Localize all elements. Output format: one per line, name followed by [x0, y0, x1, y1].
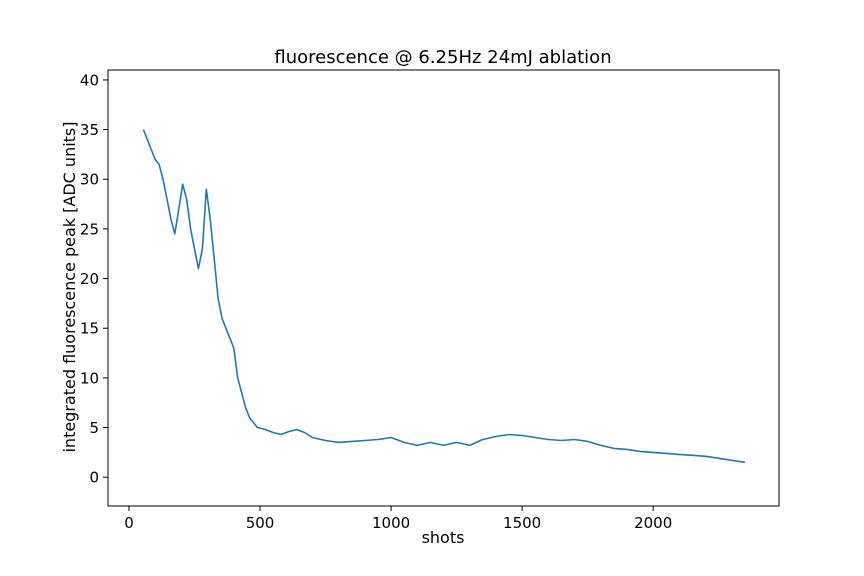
x-tick-label: 2000 [634, 514, 672, 532]
y-tick-label: 10 [80, 369, 99, 387]
y-tick-label: 15 [80, 320, 99, 338]
axes-frame [107, 69, 780, 507]
x-tick-label: 1000 [372, 514, 410, 532]
x-tick-label: 500 [246, 514, 275, 532]
chart-title: fluorescence @ 6.25Hz 24mJ ablation [274, 47, 611, 68]
y-axis-label: integrated fluorescence peak [ADC units] [60, 121, 79, 452]
series-line [142, 129, 746, 464]
y-axis-ticks: 0 5 10 15 20 25 30 35 40 [80, 71, 108, 487]
y-tick-label: 20 [80, 270, 99, 288]
y-tick-label: 25 [80, 220, 99, 238]
y-tick-label: 35 [80, 121, 99, 139]
x-axis-label: shots [422, 528, 465, 547]
x-tick-label: 0 [124, 514, 134, 532]
x-axis-ticks: 0 500 1000 1500 2000 [124, 506, 672, 532]
y-tick-label: 0 [89, 469, 99, 487]
plot-area [142, 129, 746, 464]
y-tick-label: 30 [80, 171, 99, 189]
x-tick-label: 1500 [503, 514, 541, 532]
y-tick-label: 5 [89, 419, 99, 437]
y-tick-label: 40 [80, 71, 99, 89]
